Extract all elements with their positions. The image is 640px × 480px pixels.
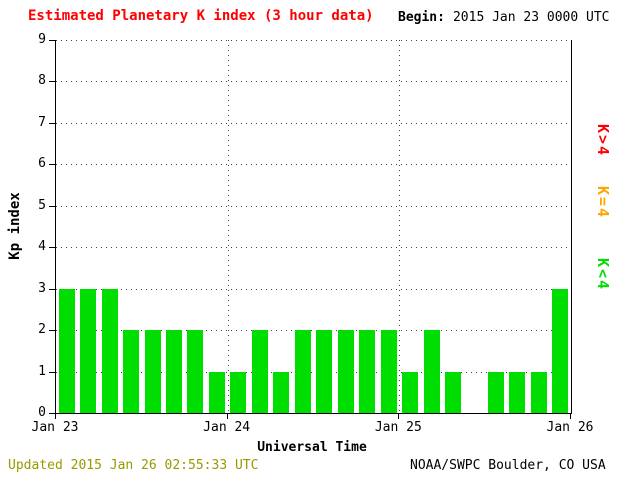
y-tick-label: 2 — [38, 322, 46, 338]
y-tick-mark — [49, 164, 55, 166]
y-tick-label: 7 — [38, 114, 46, 130]
y-tick-label: 9 — [38, 32, 46, 47]
x-tick-mark — [55, 413, 56, 419]
gridline-horizontal — [56, 371, 571, 373]
legend-k-less-4: K<4 — [594, 258, 612, 292]
y-tick-mark — [49, 122, 55, 124]
y-tick-label: 4 — [38, 239, 46, 255]
x-tick-label: Jan 26 — [546, 420, 594, 435]
kp-bar — [359, 330, 376, 413]
kp-bar — [80, 288, 97, 413]
y-tick-mark — [49, 413, 55, 414]
kp-bar — [294, 330, 311, 413]
begin-label: Begin: — [398, 10, 445, 25]
y-tick-label: 0 — [38, 405, 46, 420]
y-tick-label: 5 — [38, 197, 46, 213]
kp-bar — [337, 330, 354, 413]
kp-bar — [166, 330, 183, 413]
gridline-horizontal — [56, 330, 571, 332]
kp-bar — [251, 330, 268, 413]
y-tick-mark — [49, 288, 55, 290]
kp-bar — [530, 371, 547, 413]
updated-timestamp: Updated 2015 Jan 26 02:55:33 UTC — [8, 458, 259, 473]
x-tick-label: Jan 25 — [374, 420, 422, 435]
gridline-horizontal — [56, 81, 571, 83]
x-axis-label: Universal Time — [257, 440, 367, 455]
x-tick-label: Jan 23 — [31, 420, 79, 435]
kp-bar — [273, 371, 290, 413]
x-tick-mark — [570, 413, 571, 419]
x-tick-mark — [398, 413, 400, 419]
gridline-vertical — [227, 40, 229, 413]
y-tick-mark — [49, 371, 55, 373]
source-credit: NOAA/SWPC Boulder, CO USA — [410, 458, 606, 473]
kp-bar — [423, 330, 440, 413]
kp-bar — [402, 371, 419, 413]
gridline-horizontal — [56, 288, 571, 290]
kp-bar — [101, 288, 118, 413]
gridline-horizontal — [56, 164, 571, 166]
x-tick-mark — [226, 413, 228, 419]
y-tick-label: 3 — [38, 280, 46, 296]
y-tick-mark — [49, 40, 55, 41]
gridline-horizontal — [56, 205, 571, 207]
kp-bar — [208, 371, 225, 413]
kp-bar — [380, 330, 397, 413]
kp-bar — [144, 330, 161, 413]
kp-bar — [58, 288, 75, 413]
gridline-horizontal — [56, 40, 571, 41]
y-tick-label: 1 — [38, 363, 46, 379]
kp-bar — [487, 371, 504, 413]
y-tick-mark — [49, 205, 55, 207]
kp-bar — [187, 330, 204, 413]
gridline-horizontal — [56, 122, 571, 124]
kp-bar — [316, 330, 333, 413]
kp-bar — [230, 371, 247, 413]
chart-title: Estimated Planetary K index (3 hour data… — [28, 8, 374, 24]
y-tick-label: 8 — [38, 73, 46, 89]
kp-bar — [552, 288, 569, 413]
kp-bar — [509, 371, 526, 413]
y-tick-mark — [49, 330, 55, 332]
gridline-vertical — [399, 40, 401, 413]
legend-k-equal-4: K=4 — [594, 186, 612, 220]
begin-value: 2015 Jan 23 0000 UTC — [452, 10, 610, 25]
y-tick-label: 6 — [38, 156, 46, 172]
x-tick-label: Jan 24 — [203, 420, 251, 435]
kp-bar — [123, 330, 140, 413]
kp-bar — [444, 371, 461, 413]
gridline-horizontal — [56, 247, 571, 249]
y-tick-mark — [49, 247, 55, 249]
plot-area — [55, 40, 572, 414]
begin-group: Begin: 2015 Jan 23 0000 UTC — [398, 10, 610, 25]
legend-k-greater-4: K>4 — [594, 124, 612, 158]
y-tick-mark — [49, 81, 55, 83]
